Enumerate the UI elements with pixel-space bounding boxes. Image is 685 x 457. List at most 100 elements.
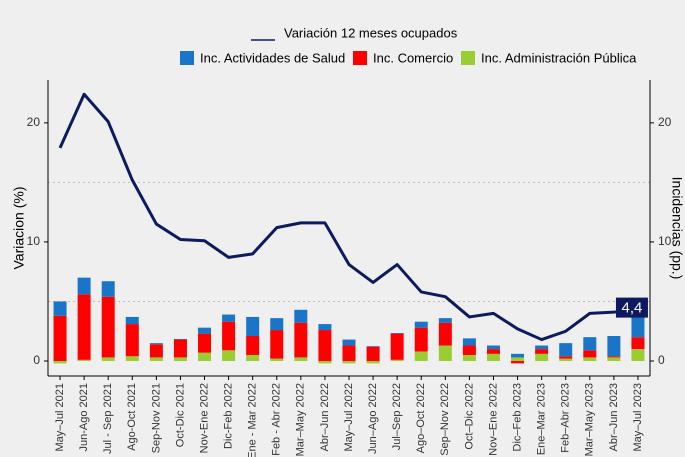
bar-segment bbox=[511, 357, 525, 361]
x-tick-label: Ago–Oct 2022 bbox=[415, 383, 427, 453]
bar-segment bbox=[198, 333, 212, 353]
bar-segment bbox=[535, 353, 549, 361]
bar-segment bbox=[414, 321, 428, 328]
x-tick-label: Feb - Abr 2022 bbox=[271, 383, 283, 456]
x-tick-label: Jun-Ago 2021 bbox=[78, 383, 90, 452]
bar-segment bbox=[318, 360, 332, 364]
bar-segment bbox=[149, 344, 163, 358]
x-tick-label: Abr–Jun 2023 bbox=[608, 383, 620, 452]
x-tick-label: Sep–Nov 2022 bbox=[439, 383, 451, 456]
bar-segment bbox=[366, 360, 380, 364]
bar-segment bbox=[607, 357, 621, 361]
bar-segment bbox=[173, 339, 187, 358]
bar-segment bbox=[535, 345, 549, 350]
y-axis-label: Variacion (%) bbox=[11, 187, 27, 270]
bar-segment bbox=[342, 339, 356, 346]
bar-segment bbox=[390, 333, 404, 334]
bar-segment bbox=[318, 324, 332, 331]
bar-segment bbox=[294, 309, 308, 323]
bar-segment bbox=[246, 316, 260, 336]
y2-tick-label: 10 bbox=[658, 234, 672, 248]
x-tick-label: Ene–Mar 2023 bbox=[536, 383, 548, 455]
bar-segment bbox=[390, 333, 404, 360]
y2-axis-label: Incidencias (pp.) bbox=[669, 177, 685, 280]
bar-segment bbox=[342, 360, 356, 364]
bar-segment bbox=[125, 324, 139, 357]
bar-segment bbox=[414, 351, 428, 361]
bar-segment bbox=[270, 330, 284, 359]
legend-label: Variación 12 meses ocupados bbox=[284, 25, 458, 40]
bar-segment bbox=[438, 322, 452, 346]
x-tick-label: Jun–Ago 2022 bbox=[367, 383, 379, 454]
bar-segment bbox=[511, 353, 525, 358]
bar-segment bbox=[607, 335, 621, 357]
bar-segment bbox=[486, 349, 500, 354]
x-tick-label: Dic–Feb 2023 bbox=[511, 383, 523, 452]
bar-segment bbox=[222, 314, 236, 322]
x-tick-label: Nov–Ene 2022 bbox=[487, 383, 499, 456]
bar-segment bbox=[149, 343, 163, 345]
bar-segment bbox=[462, 355, 476, 361]
x-tick-label: Dic-Feb 2022 bbox=[223, 383, 235, 449]
bar-segment bbox=[270, 318, 284, 331]
bar-segment bbox=[173, 357, 187, 361]
x-tick-label: Abr–Jun 2022 bbox=[319, 383, 331, 452]
bar-segment bbox=[583, 357, 597, 361]
x-tick-label: Ago-Oct 2021 bbox=[126, 383, 138, 451]
x-tick-label: Feb–Abr 2023 bbox=[560, 383, 572, 453]
y-tick-label: 20 bbox=[27, 115, 41, 129]
x-tick-label: Mar–May 2022 bbox=[295, 383, 307, 456]
x-tick-label: Jul - Sep 2021 bbox=[102, 383, 114, 454]
bar-segment bbox=[198, 327, 212, 334]
x-tick-label: May–Jul 2023 bbox=[632, 383, 644, 452]
bar-segment bbox=[318, 330, 332, 361]
x-tick-label: May–Jul 2022 bbox=[343, 383, 355, 452]
y2-tick-label: 0 bbox=[658, 353, 665, 367]
bar-segment bbox=[438, 318, 452, 323]
bar-segment bbox=[414, 327, 428, 352]
bar-segment bbox=[294, 322, 308, 358]
bar-segment bbox=[222, 350, 236, 361]
bar-segment bbox=[173, 338, 187, 340]
x-tick-label: Oct-Dic 2021 bbox=[174, 383, 186, 447]
legend-swatch bbox=[461, 51, 475, 65]
x-tick-label: Ene - Mar 2022 bbox=[247, 383, 259, 457]
x-tick-label: May–Jul 2021 bbox=[54, 383, 66, 452]
x-tick-label: Nov-Ene 2022 bbox=[198, 383, 210, 453]
bar-segment bbox=[511, 360, 525, 364]
bar-segment bbox=[101, 281, 115, 297]
legend-swatch bbox=[353, 51, 367, 65]
y-tick-label: 0 bbox=[33, 353, 40, 367]
x-tick-label: Mar–May 2023 bbox=[584, 383, 596, 456]
bar-segment bbox=[486, 353, 500, 361]
x-tick-label: Oct–Dic 2022 bbox=[463, 383, 475, 450]
legend-label: Inc. Administración Pública bbox=[481, 50, 637, 65]
bar-segment bbox=[366, 346, 380, 347]
bar-segment bbox=[631, 349, 645, 361]
bar-segment bbox=[559, 358, 573, 361]
bar-segment bbox=[462, 338, 476, 346]
bar-segment bbox=[270, 358, 284, 361]
bar-segment bbox=[222, 321, 236, 351]
y-tick-label: 10 bbox=[27, 234, 41, 248]
bar-segment bbox=[486, 345, 500, 350]
bar-segment bbox=[294, 357, 308, 361]
bar-segment bbox=[607, 356, 621, 358]
bar-segment bbox=[631, 316, 645, 338]
bar-segment bbox=[342, 345, 356, 361]
x-tick-label: Sep-Nov 2021 bbox=[150, 383, 162, 453]
legend-swatch bbox=[180, 51, 194, 65]
bar-segment bbox=[125, 316, 139, 325]
bar-segment bbox=[246, 355, 260, 361]
bar-segment bbox=[53, 360, 67, 364]
bar-segment bbox=[77, 277, 91, 295]
bar-segment bbox=[390, 359, 404, 361]
bar-segment bbox=[366, 346, 380, 361]
bar-segment bbox=[77, 294, 91, 360]
bar-segment bbox=[101, 296, 115, 358]
bar-segment bbox=[53, 301, 67, 316]
bar-segment bbox=[583, 337, 597, 351]
legend-label: Inc. Comercio bbox=[373, 50, 453, 65]
annotation-box bbox=[615, 297, 648, 318]
annotation: 4,4 bbox=[622, 300, 643, 317]
